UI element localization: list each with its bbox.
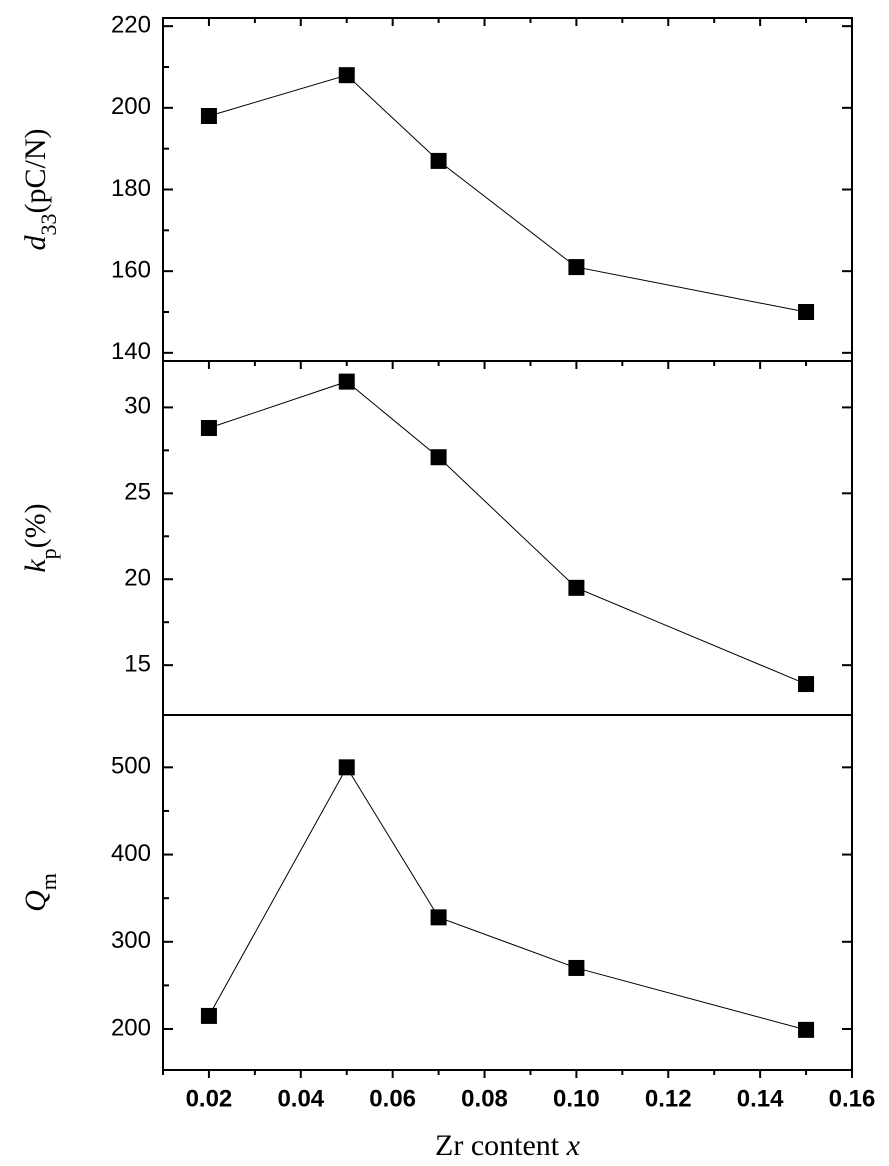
x-tick-label: 0.14 (737, 1085, 784, 1112)
x-axis-label-part: x (566, 1129, 581, 1162)
x-tick-label: 0.16 (829, 1085, 876, 1112)
x-axis-label: Zr content x (435, 1129, 581, 1162)
series-line (208, 74, 807, 313)
y-axis-label-part: m (36, 873, 61, 890)
y-tick-label: 160 (111, 257, 151, 284)
y-tick-label: 220 (111, 12, 151, 39)
x-tick-label: 0.12 (645, 1085, 692, 1112)
marker (338, 67, 355, 84)
y-tick-label: 25 (124, 479, 151, 506)
y-tick-label: 300 (111, 927, 151, 954)
marker (338, 759, 355, 776)
y-tick-label: 15 (124, 651, 151, 678)
marker (200, 1007, 217, 1024)
y-tick-label: 400 (111, 840, 151, 867)
y-tick-label: 500 (111, 753, 151, 780)
marker (798, 1021, 815, 1038)
y-axis-label-part: (pC/N) (19, 129, 52, 214)
y-axis-label: Qm (19, 873, 61, 912)
marker (568, 259, 585, 276)
y-axis-label-part: p (36, 548, 61, 559)
plot-frame (162, 360, 853, 716)
series-line (208, 381, 807, 685)
y-axis-label-part: d (19, 235, 52, 251)
marker (430, 449, 447, 466)
x-axis-label-part: Zr content (435, 1129, 567, 1162)
marker (568, 579, 585, 596)
y-tick-label: 140 (111, 338, 151, 365)
marker (798, 676, 815, 693)
marker (798, 304, 815, 320)
y-axis-label: kp(%) (19, 503, 61, 572)
x-tick-label: 0.02 (186, 1085, 233, 1112)
y-axis-label-part: Q (19, 890, 52, 912)
marker (200, 108, 217, 124)
y-tick-label: 180 (111, 175, 151, 202)
marker (430, 909, 447, 926)
y-axis-label-part: k (19, 559, 52, 573)
x-tick-label: 0.08 (461, 1085, 508, 1112)
marker (568, 959, 585, 976)
x-tick-label: 0.04 (277, 1085, 324, 1112)
x-tick-label: 0.06 (369, 1085, 416, 1112)
y-tick-label: 200 (111, 93, 151, 120)
plot-frame (162, 17, 853, 362)
y-tick-label: 30 (124, 393, 151, 420)
y-axis-label: d33(pC/N) (19, 129, 61, 251)
x-tick-label: 0.10 (553, 1085, 600, 1112)
y-tick-label: 20 (124, 565, 151, 592)
y-axis-label-part: (%) (19, 503, 52, 548)
y-axis-label-part: 33 (36, 214, 61, 236)
marker (430, 152, 447, 169)
y-tick-label: 200 (111, 1014, 151, 1041)
plot-frame (162, 714, 853, 1071)
series-line (208, 766, 807, 1031)
marker (338, 373, 355, 390)
marker (200, 420, 217, 437)
